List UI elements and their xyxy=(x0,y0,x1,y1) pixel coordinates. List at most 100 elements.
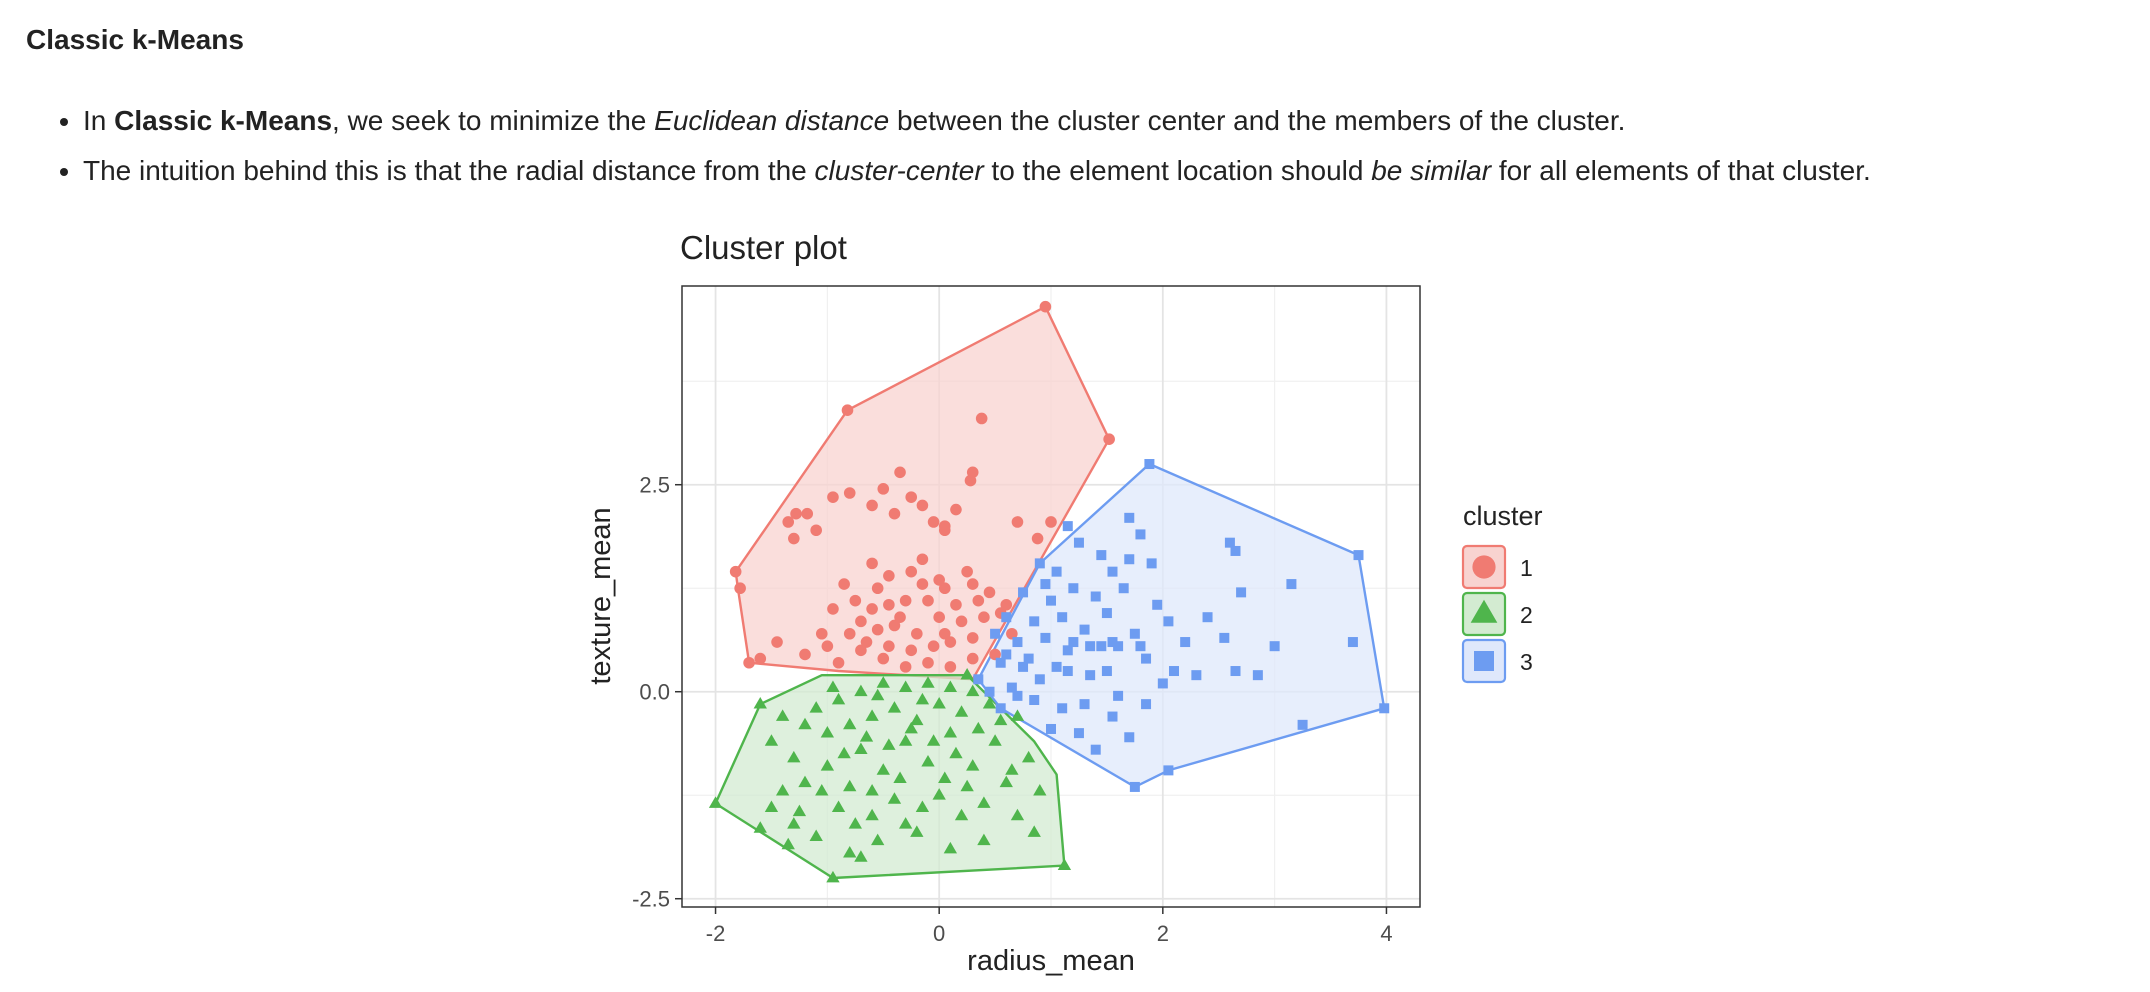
y-axis: -2.5 0.0 2.5 xyxy=(632,473,682,912)
cluster-3-point xyxy=(1012,637,1023,648)
cluster-3-point xyxy=(995,657,1006,668)
cluster-1-point xyxy=(1011,516,1024,528)
cluster-3-point xyxy=(1144,459,1155,470)
cluster-3-point xyxy=(1040,632,1051,643)
cluster-2-point xyxy=(960,668,974,680)
cluster-3-point xyxy=(1157,678,1168,689)
cluster-2-point xyxy=(954,808,969,821)
cluster-3-point xyxy=(1096,550,1107,561)
cluster-2-point xyxy=(932,788,946,800)
cluster-2-point xyxy=(848,817,862,829)
cluster-2-point xyxy=(876,763,890,775)
cluster-1-point xyxy=(950,598,962,611)
cluster-1-point xyxy=(972,594,985,607)
cluster-3-point xyxy=(1046,723,1056,734)
cluster-3-point xyxy=(1068,637,1079,648)
cluster-1-point xyxy=(938,582,951,595)
cluster-1-point xyxy=(743,656,755,669)
cluster-3-point xyxy=(1057,612,1068,623)
bullet-list: In Classic k-Means, we seek to minimize … xyxy=(50,96,1871,196)
cluster-3-point xyxy=(1146,558,1157,569)
cluster-2-point xyxy=(764,734,779,746)
bullet-bold-text: Classic k-Means xyxy=(114,105,333,136)
cluster-2-point xyxy=(1010,709,1025,721)
cluster-2-point xyxy=(787,817,801,829)
cluster-3-point xyxy=(1001,612,1012,623)
x-tick-label: 4 xyxy=(1380,921,1392,946)
cluster-3-point xyxy=(1012,690,1023,701)
cluster-3-point xyxy=(1079,699,1090,710)
cluster-3-point xyxy=(1029,695,1040,705)
cluster-3-point xyxy=(1018,661,1029,672)
cluster-1-point xyxy=(950,503,962,516)
cluster-3-point xyxy=(1163,765,1174,776)
cluster-2-point xyxy=(798,775,812,788)
cluster-3-point xyxy=(1101,666,1112,677)
cluster-1-point xyxy=(944,636,957,648)
cluster-2-point xyxy=(865,808,879,821)
cluster-1-point xyxy=(838,578,850,590)
cluster-1-point xyxy=(843,627,856,640)
cluster-1-point xyxy=(894,466,906,479)
cluster-3-point xyxy=(1107,566,1118,577)
cluster-2-point xyxy=(781,837,795,850)
cluster-1-point xyxy=(1031,532,1044,545)
cluster-1-point xyxy=(771,636,783,648)
cluster-2-point xyxy=(820,725,835,738)
cluster-2-point xyxy=(854,742,868,755)
cluster-1-point xyxy=(933,574,945,586)
y-axis-label: texture_mean xyxy=(585,507,617,684)
cluster-3-point xyxy=(1062,521,1073,532)
cluster-2-point xyxy=(871,833,885,846)
cluster-1-point xyxy=(1000,598,1013,611)
cluster-3-point xyxy=(1224,537,1235,548)
legend-marker-1 xyxy=(1472,555,1496,579)
cluster-3-point xyxy=(1062,666,1073,677)
cluster-1-point xyxy=(866,499,878,512)
bullet-italic-text: be similar xyxy=(1371,155,1492,186)
cluster-1-point xyxy=(905,491,918,503)
legend-label-1: 1 xyxy=(1520,555,1533,581)
cluster-2-point xyxy=(915,800,930,813)
cluster-1-point xyxy=(938,627,951,640)
cluster-2-point xyxy=(882,738,896,750)
cluster-1-point xyxy=(790,507,802,520)
cluster-1-point xyxy=(810,524,822,537)
cluster-3-point xyxy=(1051,566,1062,577)
cluster-1-point xyxy=(927,516,940,528)
cluster-2-point xyxy=(966,759,980,771)
cluster-1-point xyxy=(871,582,884,595)
cluster-2-point xyxy=(1033,783,1047,796)
cluster-1-point xyxy=(883,570,895,582)
cluster-3-point xyxy=(1090,591,1101,602)
cluster-2-point xyxy=(798,717,812,730)
cluster-1-point xyxy=(729,565,742,578)
plot-border xyxy=(681,285,1421,908)
cluster-1-point xyxy=(1045,516,1057,528)
y-tick-label: 0.0 xyxy=(639,680,670,705)
cluster-1-point xyxy=(877,483,890,495)
chart-title: Cluster plot xyxy=(680,229,847,266)
cluster-1-point xyxy=(922,656,934,669)
cluster-2-point xyxy=(815,783,829,796)
cluster-2-point xyxy=(854,850,868,862)
cluster-3-point xyxy=(1152,599,1163,610)
cluster-1-point xyxy=(966,652,979,665)
cluster-1-point xyxy=(871,623,884,636)
cluster-3-point xyxy=(1297,719,1308,730)
cluster-3-point xyxy=(1141,653,1152,664)
cluster-1-point xyxy=(827,491,839,503)
cluster-2-point xyxy=(954,705,969,717)
cluster-1-point xyxy=(905,565,918,578)
cluster-2-point xyxy=(831,692,846,705)
cluster-3-point xyxy=(1107,711,1118,722)
cluster-1-point xyxy=(966,632,979,644)
cluster-3-point xyxy=(984,686,995,697)
cluster-1-point xyxy=(782,516,795,528)
cluster-3-point xyxy=(1113,641,1124,652)
bullet-text: , we seek to minimize the xyxy=(332,105,655,136)
cluster-1-point xyxy=(899,594,912,607)
cluster-3-point xyxy=(1073,728,1084,739)
legend-title: cluster xyxy=(1463,501,1543,531)
cluster-2-point xyxy=(893,771,907,784)
